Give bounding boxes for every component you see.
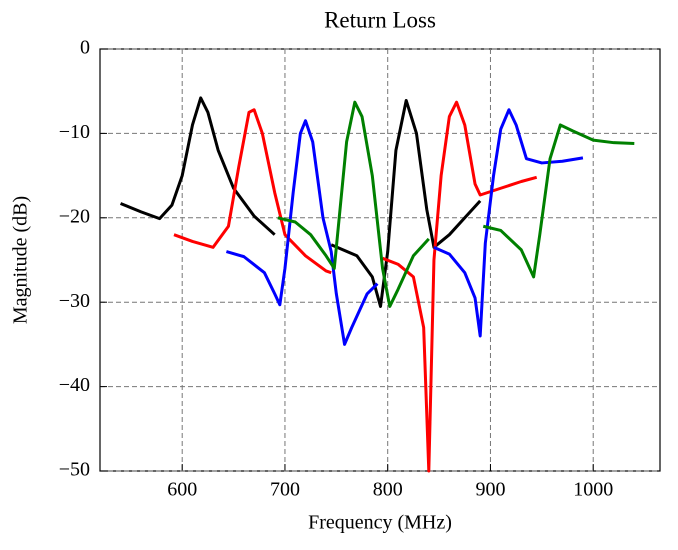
y-tick-label: −30 <box>59 290 90 312</box>
x-tick-label: 800 <box>373 479 403 501</box>
series-line <box>482 123 635 279</box>
series-line <box>382 100 538 473</box>
y-tick-label: −50 <box>59 459 90 481</box>
x-tick-label: 1000 <box>573 479 613 501</box>
y-axis-label: Magnitude (dB) <box>10 196 32 324</box>
y-tick-label: −10 <box>59 121 90 143</box>
series-line <box>330 98 482 308</box>
plot-frame <box>99 48 661 472</box>
y-tick-label: 0 <box>80 37 90 59</box>
series-line <box>433 108 584 338</box>
chart-title: Return Loss <box>324 7 436 32</box>
y-tick-label: −40 <box>59 374 90 396</box>
x-tick-label: 900 <box>475 479 505 501</box>
series-line <box>277 100 430 308</box>
x-tick-label: 700 <box>270 479 300 501</box>
series-line <box>173 108 332 275</box>
series-line <box>119 96 276 236</box>
series-line <box>225 119 379 346</box>
x-tick-label: 600 <box>167 479 197 501</box>
x-axis-label: Frequency (MHz) <box>308 512 452 534</box>
y-tick-label: −20 <box>59 205 90 227</box>
